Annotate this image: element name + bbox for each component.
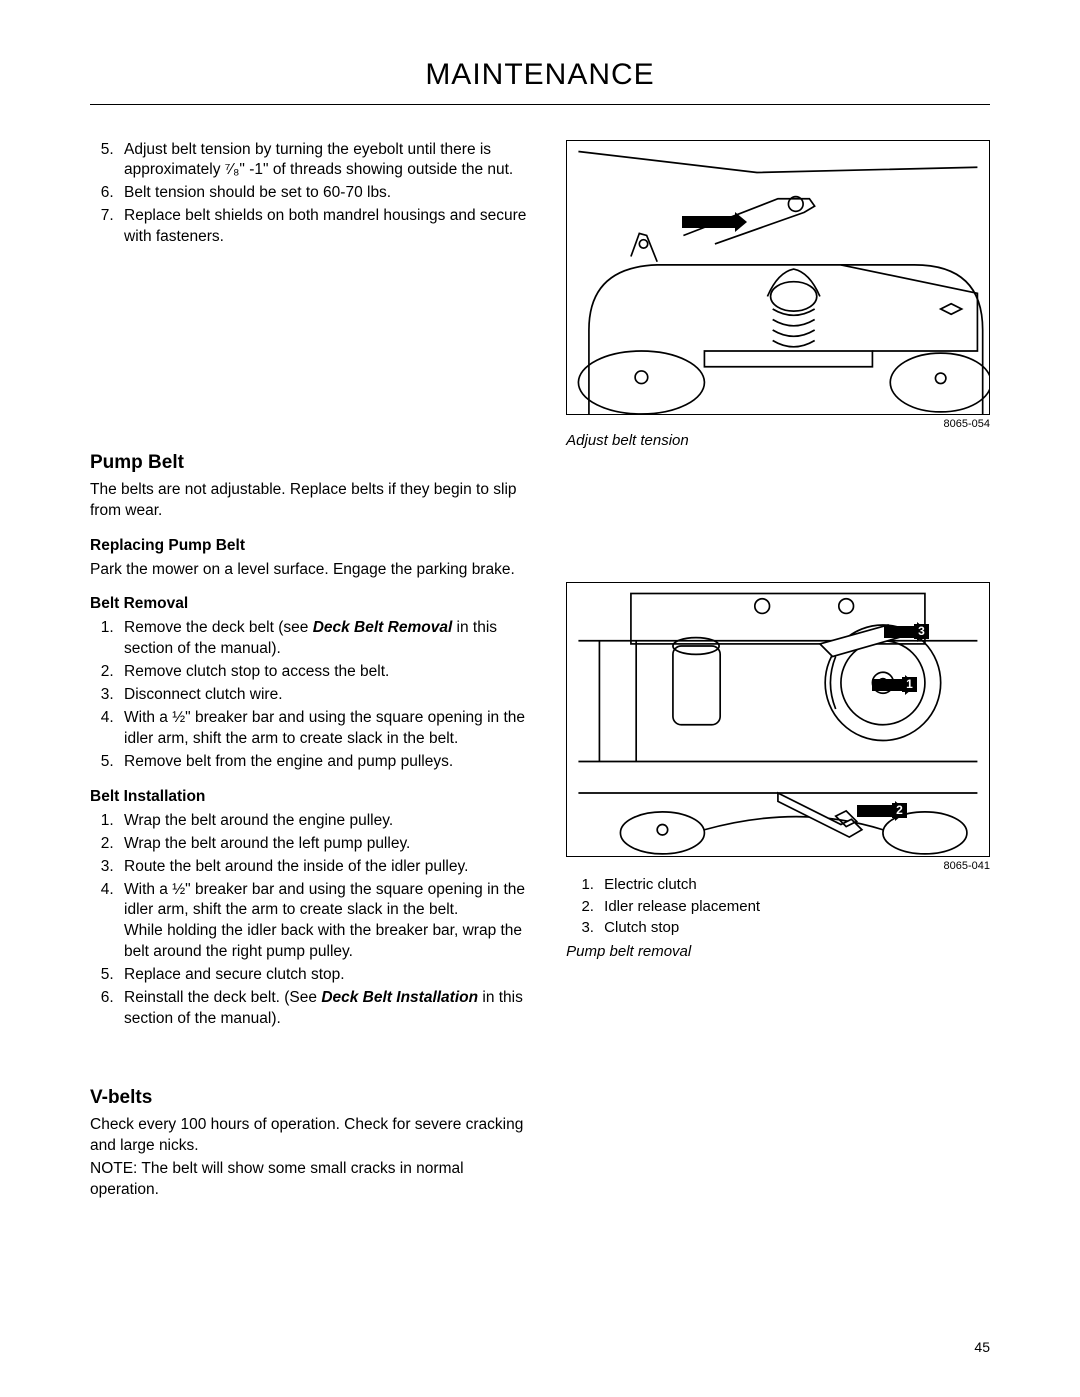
- list-item: Wrap the belt around the left pump pulle…: [118, 834, 531, 855]
- page-number: 45: [974, 1338, 990, 1357]
- figure-adjust-belt-tension: [566, 140, 990, 415]
- list-item: Remove belt from the engine and pump pul…: [118, 752, 531, 773]
- list-item: Remove clutch stop to access the belt.: [118, 662, 531, 683]
- belt-install-list: Wrap the belt around the engine pulley.W…: [90, 811, 531, 1030]
- list-item: With a ½" breaker bar and using the squa…: [118, 880, 531, 964]
- list-item: Remove the deck belt (see Deck Belt Remo…: [118, 618, 531, 660]
- two-column-layout: Adjust belt tension by turning the eyebo…: [90, 140, 990, 1205]
- belt-removal-list: Remove the deck belt (see Deck Belt Remo…: [90, 618, 531, 772]
- list-item: Belt tension should be set to 60-70 lbs.: [118, 183, 531, 204]
- pump-belt-intro: The belts are not adjustable. Replace be…: [90, 480, 531, 522]
- top-steps-list: Adjust belt tension by turning the eyebo…: [90, 140, 531, 249]
- figure1-caption: Adjust belt tension: [566, 431, 990, 451]
- list-item: Clutch stop: [598, 918, 990, 938]
- callout-2: 2: [892, 803, 907, 818]
- list-item: Wrap the belt around the engine pulley.: [118, 811, 531, 832]
- figure1-code: 8065-054: [566, 417, 990, 432]
- list-item: Electric clutch: [598, 875, 990, 895]
- replacing-text: Park the mower on a level surface. Engag…: [90, 560, 531, 581]
- list-item: Adjust belt tension by turning the eyebo…: [118, 140, 531, 182]
- tension-arrow-icon: [682, 216, 737, 228]
- list-item: With a ½" breaker bar and using the squa…: [118, 708, 531, 750]
- list-item: Replace belt shields on both mandrel hou…: [118, 206, 531, 248]
- callout-arrow-2: [857, 805, 897, 817]
- belt-removal-heading: Belt Removal: [90, 594, 531, 615]
- belt-install-heading: Belt Installation: [90, 787, 531, 808]
- vbelts-heading: V-belts: [90, 1085, 531, 1111]
- vbelts-p1: Check every 100 hours of operation. Chec…: [90, 1115, 531, 1157]
- figure-pump-belt-removal: 1 2 3: [566, 582, 990, 857]
- left-column: Adjust belt tension by turning the eyebo…: [90, 140, 531, 1205]
- figure2-code: 8065-041: [566, 859, 990, 874]
- list-item: Route the belt around the inside of the …: [118, 857, 531, 878]
- list-item: Disconnect clutch wire.: [118, 685, 531, 706]
- callout-3: 3: [914, 624, 929, 639]
- right-column: 8065-054 Adjust belt tension: [566, 140, 990, 1205]
- list-item: Replace and secure clutch stop.: [118, 965, 531, 986]
- callout-1: 1: [902, 677, 917, 692]
- page-title: MAINTENANCE: [90, 55, 990, 105]
- figure2-legend: Electric clutchIdler release placementCl…: [566, 875, 990, 938]
- figure2-caption: Pump belt removal: [566, 942, 990, 962]
- pump-belt-heading: Pump Belt: [90, 450, 531, 476]
- list-item: Idler release placement: [598, 897, 990, 917]
- vbelts-p2: NOTE: The belt will show some small crac…: [90, 1159, 531, 1201]
- replacing-heading: Replacing Pump Belt: [90, 536, 531, 557]
- belt-tension-illustration: [567, 141, 989, 414]
- list-item: Reinstall the deck belt. (See Deck Belt …: [118, 988, 531, 1030]
